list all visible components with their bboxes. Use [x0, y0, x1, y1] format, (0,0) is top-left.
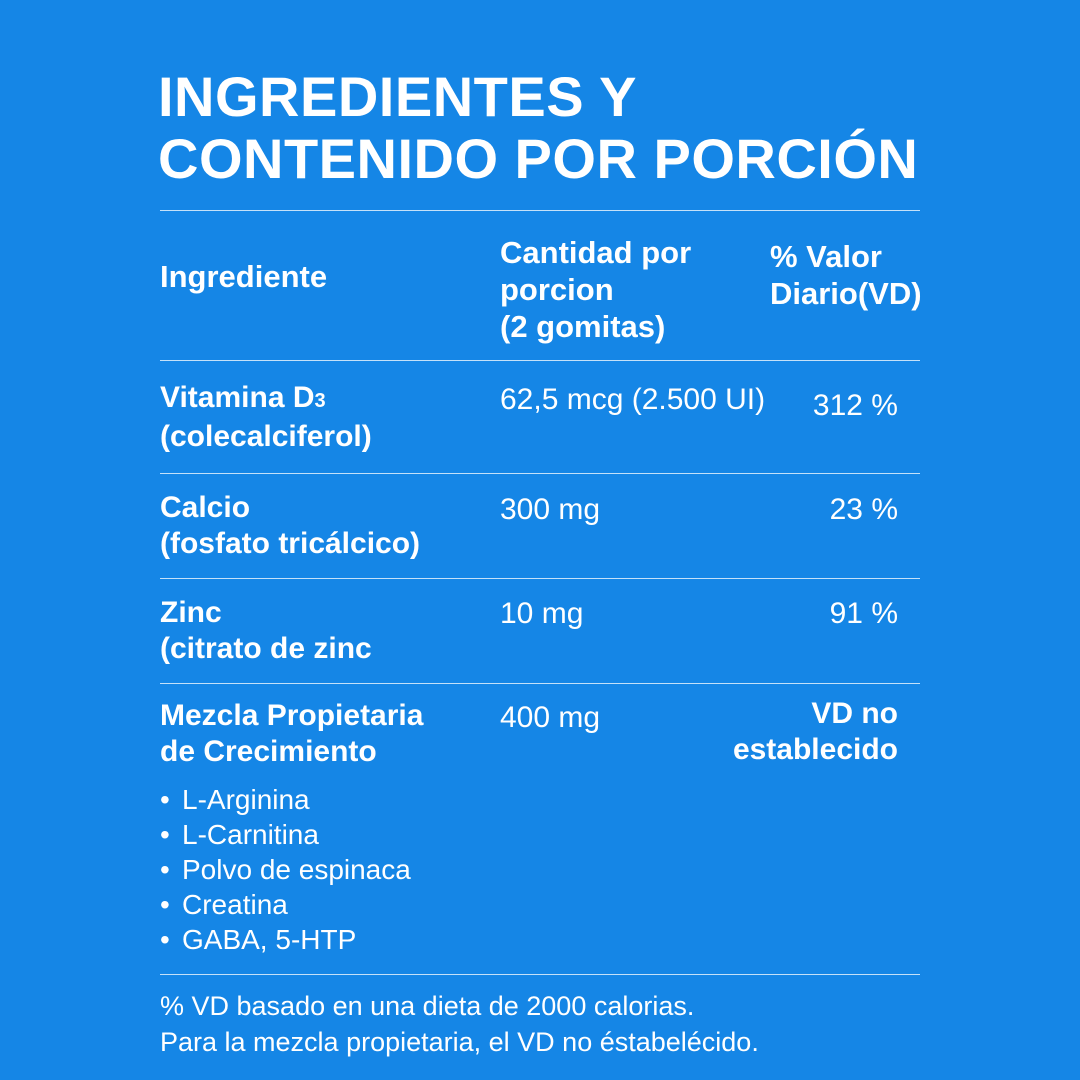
- divider-row-2: [160, 578, 920, 579]
- row-blend-dv-line-2: establecido: [732, 733, 898, 766]
- divider-top: [160, 210, 920, 211]
- row-calcium-name: Calcio (fosfato tricálcico): [160, 490, 420, 562]
- header-amount-line-1: Cantidad por: [500, 235, 692, 270]
- row-vitamin-d3-amount: 62,5 mcg (2.500 UI): [500, 383, 766, 416]
- row-calcium-dv: 23 %: [829, 493, 898, 526]
- list-item: GABA, 5-HTP: [160, 922, 411, 957]
- divider-row-1: [160, 473, 920, 474]
- list-item: L-Carnitina: [160, 817, 411, 852]
- footnote-line-1: % VD basado en una dieta de 2000 caloria…: [160, 991, 695, 1021]
- footnote-line-2: Para la mezcla propietaria, el VD no ést…: [160, 1027, 759, 1057]
- header-daily-value: % Valor Diario(VD): [770, 238, 922, 312]
- page-title: INGREDIENTES Y CONTENIDO POR PORCIÓN: [158, 66, 958, 190]
- row-zinc-name: Zinc (citrato de zinc: [160, 595, 372, 667]
- blend-components-list: L-Arginina L-Carnitina Polvo de espinaca…: [160, 782, 411, 957]
- row-blend-dv-line-1: VD no: [811, 697, 898, 730]
- row-zinc-dv: 91 %: [829, 597, 898, 630]
- header-dv-line-1: % Valor: [770, 239, 882, 274]
- divider-row-3: [160, 683, 920, 684]
- row-vitamin-d3-name-line-1: Vitamina D3: [160, 381, 326, 414]
- row-vitamin-d3-name: Vitamina D3 (colecalciferol): [160, 380, 372, 455]
- row-blend-name-line-2: de Crecimiento: [160, 735, 377, 768]
- row-vitamin-d3-name-line-2: (colecalciferol): [160, 420, 372, 453]
- row-vitamin-d3-dv: 312 %: [812, 389, 898, 422]
- header-dv-line-2: Diario(VD): [770, 276, 922, 311]
- header-amount-line-3: (2 gomitas): [500, 309, 666, 344]
- footnote: % VD basado en una dieta de 2000 caloria…: [160, 988, 759, 1060]
- row-calcium-name-line-2: (fosfato tricálcico): [160, 527, 421, 560]
- title-line-1: INGREDIENTES Y: [158, 65, 637, 128]
- list-item: Creatina: [160, 887, 411, 922]
- header-amount: Cantidad por porcion (2 gomitas): [500, 234, 691, 345]
- row-calcium-name-line-1: Calcio: [160, 491, 251, 524]
- row-zinc-name-line-1: Zinc: [160, 596, 222, 629]
- list-item: L-Arginina: [160, 782, 411, 817]
- divider-bottom: [160, 974, 920, 975]
- row-blend-dv: VD no establecido: [700, 696, 898, 768]
- list-item: Polvo de espinaca: [160, 852, 411, 887]
- row-blend-amount: 400 mg: [500, 701, 601, 734]
- row-blend-name-line-1: Mezcla Propietaria: [160, 699, 424, 732]
- row-calcium-amount: 300 mg: [500, 493, 601, 526]
- title-line-2: CONTENIDO POR PORCIÓN: [158, 127, 919, 190]
- row-zinc-amount: 10 mg: [500, 597, 584, 630]
- header-amount-line-2: porcion: [500, 272, 614, 307]
- header-ingredient: Ingrediente: [160, 259, 328, 294]
- row-blend-name: Mezcla Propietaria de Crecimiento: [160, 698, 423, 770]
- subscript-3: 3: [314, 390, 326, 412]
- divider-header: [160, 360, 920, 361]
- row-zinc-name-line-2: (citrato de zinc: [160, 632, 372, 665]
